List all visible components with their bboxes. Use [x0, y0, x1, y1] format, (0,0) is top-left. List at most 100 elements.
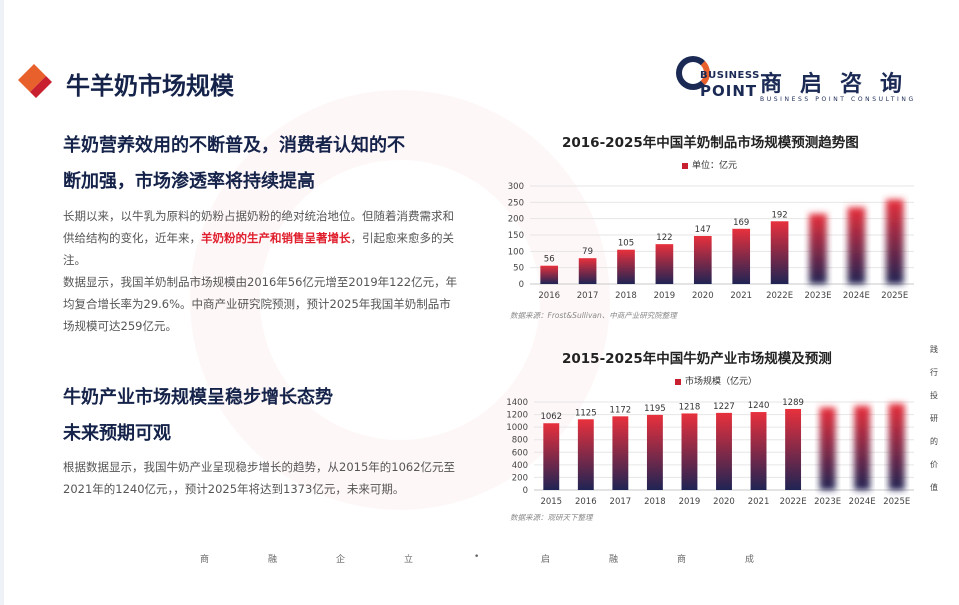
- y-tick-label: 1400: [506, 398, 528, 408]
- company-logo: BUSINESS POINT 商启咨询 BUSINESS POINT CONSU…: [676, 54, 946, 106]
- bar: [732, 228, 751, 284]
- logo-en-line2: POINT: [700, 82, 758, 100]
- x-tick-label: 2017: [577, 291, 599, 301]
- side-char: 投: [930, 391, 938, 400]
- side-char: 价: [930, 460, 938, 469]
- x-tick-label: 2018: [644, 497, 666, 507]
- chart1-svg: 0 50 100 150 200 250 300 56 2016 79 2017 105 2018 122…: [508, 182, 914, 301]
- chart1-legend-swatch: [682, 162, 688, 169]
- chart1-title: 2016-2025年中国羊奶制品市场规模预测趋势图: [562, 135, 859, 151]
- chart2-legend-label: 市场规模（亿元）: [685, 377, 758, 387]
- x-tick-label: 2022E: [766, 291, 793, 301]
- bar: [770, 221, 789, 284]
- data-label: 1125: [575, 408, 597, 418]
- chart1-legend-label: 单位：亿元: [692, 161, 738, 171]
- section2-text: 根据数据显示，我国牛奶产业呈现稳步增长的趋势，从2015年的1062亿元至202…: [63, 456, 458, 500]
- section2-heading-line2: 未来预期可观: [63, 423, 171, 444]
- logo-en-line1: BUSINESS: [700, 70, 760, 81]
- page-title: 牛羊奶市场规模: [66, 72, 234, 100]
- bar-blurred: [888, 403, 905, 490]
- y-tick-label: 250: [508, 198, 524, 208]
- x-tick-label: 2017: [610, 497, 632, 507]
- data-label: 56: [544, 255, 555, 265]
- section1-p1-highlight: 羊奶粉的生产和销售呈著增长: [201, 231, 351, 245]
- x-tick-label: 2020: [713, 497, 735, 507]
- data-label: 1227: [713, 402, 735, 412]
- footer-char: 商: [677, 555, 687, 565]
- side-char: 的: [930, 437, 938, 446]
- footer-char: 成: [745, 555, 755, 565]
- bar: [655, 244, 674, 284]
- data-label: 192: [771, 210, 787, 220]
- chart2-source: 数据来源：观研天下整理: [510, 513, 593, 522]
- bar-blurred: [854, 405, 871, 490]
- data-label: 1062: [540, 412, 562, 422]
- x-tick-label: 2025E: [881, 291, 908, 301]
- footer-char: 融: [268, 555, 278, 565]
- y-tick-label: 0: [523, 486, 528, 496]
- side-vertical-text: 践 行 投 研 的 价 值: [930, 338, 940, 499]
- chart1-source: 数据来源：Frost&Sullivan、中商产业研究院整理: [510, 311, 677, 320]
- logo-ring-icon: [676, 56, 710, 90]
- y-tick-label: 300: [508, 182, 524, 192]
- side-char: 践: [930, 345, 938, 354]
- x-tick-label: 2022E: [780, 497, 807, 507]
- footer-char: 启: [541, 555, 551, 565]
- data-label: 79: [582, 247, 593, 257]
- chart1-legend: 单位：亿元: [682, 158, 737, 171]
- chart2-svg: 0 200 400 600 800 1000 1200 1400 1062 2015 1125 201…: [506, 398, 914, 507]
- chart2-legend: 市场规模（亿元）: [675, 374, 757, 387]
- x-tick-label: 2024E: [849, 497, 876, 507]
- y-tick-label: 0: [519, 280, 524, 290]
- chart2-legend-swatch: [675, 378, 681, 385]
- data-label: 105: [618, 239, 634, 249]
- y-tick-label: 600: [512, 448, 528, 458]
- data-label: 169: [733, 218, 749, 228]
- y-tick-label: 50: [513, 264, 524, 274]
- section1-p1-before: 长期以来，以牛乳为原料的奶粉占据奶粉的绝对统治地位。但随着消费需求和供给结构的变…: [63, 209, 454, 245]
- data-label: 1195: [644, 404, 666, 414]
- bar-blurred: [809, 213, 827, 284]
- x-tick-label: 2019: [654, 291, 676, 301]
- title-diamond-icon: [18, 64, 52, 98]
- chart2-title: 2015-2025年中国牛奶产业市场规模及预测: [562, 351, 832, 367]
- data-label: 147: [695, 225, 711, 235]
- bar-blurred: [885, 199, 904, 284]
- x-tick-label: 2016: [575, 497, 597, 507]
- y-tick-label: 400: [512, 461, 528, 471]
- bar-blurred: [819, 407, 836, 490]
- x-tick-label: 2020: [692, 291, 714, 301]
- data-label: 122: [656, 233, 672, 243]
- side-char: 行: [930, 368, 938, 377]
- bar: [785, 408, 802, 490]
- y-tick-label: 1200: [506, 411, 528, 421]
- side-char: 值: [930, 483, 938, 492]
- x-tick-label: 2015: [540, 497, 562, 507]
- bar: [693, 235, 712, 284]
- y-tick-label: 100: [508, 247, 524, 257]
- data-label: 1218: [679, 402, 701, 412]
- data-label: 1240: [748, 401, 770, 411]
- section1-heading-line2: 断加强，市场渗透率将持续提高: [63, 171, 315, 192]
- bar-blurred: [847, 207, 866, 284]
- section1-p2: 数据显示，我国羊奶制品市场规模由2016年56亿元增至2019年122亿元，年均…: [63, 275, 458, 333]
- y-tick-label: 200: [512, 473, 528, 483]
- y-tick-label: 200: [508, 215, 524, 225]
- bar: [681, 413, 698, 490]
- data-label: 1289: [782, 398, 804, 408]
- bar: [543, 423, 560, 490]
- x-tick-label: 2024E: [843, 291, 870, 301]
- x-tick-label: 2023E: [804, 291, 831, 301]
- footer-char: 商: [200, 555, 210, 565]
- footer-char: •: [474, 552, 480, 562]
- section1-heading-line1: 羊奶营养效用的不断普及，消费者认知的不: [63, 135, 405, 156]
- section1-text: 长期以来，以牛乳为原料的奶粉占据奶粉的绝对统治地位。但随着消费需求和供给结构的变…: [63, 205, 458, 337]
- x-tick-label: 2025E: [883, 497, 910, 507]
- bar: [612, 416, 629, 490]
- x-tick-label: 2019: [679, 497, 701, 507]
- bar: [578, 258, 597, 284]
- data-label: 1172: [610, 405, 632, 415]
- x-tick-label: 2016: [538, 291, 560, 301]
- section2-heading-line1: 牛奶产业市场规模呈稳步增长态势: [63, 387, 333, 408]
- bar: [716, 412, 732, 490]
